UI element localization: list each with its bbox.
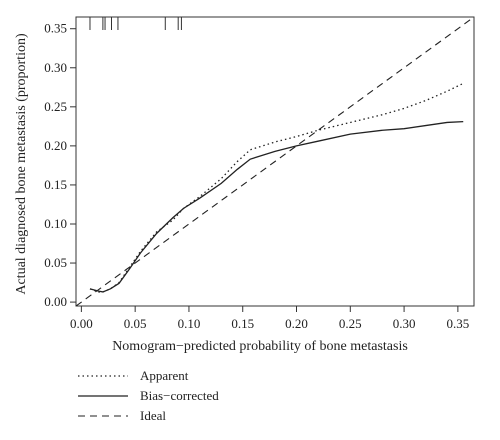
y-tick-label: 0.20 [44,138,67,153]
x-axis-title: Nomogram−predicted probability of bone m… [112,339,408,354]
y-tick-label: 0.00 [44,294,67,309]
y-tick-label: 0.10 [44,216,67,231]
legend-label: Ideal [140,408,166,423]
y-tick-label: 0.30 [44,60,67,75]
legend-label: Bias−corrected [140,388,219,403]
y-tick-label: 0.05 [44,255,67,270]
legend-label: Apparent [140,368,189,383]
x-tick-label: 0.25 [339,316,362,331]
y-axis-title: Actual diagnosed bone metastasis (propor… [14,33,29,295]
x-tick-label: 0.30 [393,316,416,331]
x-tick-label: 0.05 [124,316,147,331]
x-tick-label: 0.00 [70,316,93,331]
legend: Apparent Bias−corrected Ideal [78,368,219,423]
series-line-dashed [76,17,474,306]
series-line-solid [89,121,464,293]
y-tick-label: 0.25 [44,99,67,114]
plot-frame [75,16,475,307]
x-tick-label: 0.10 [178,316,201,331]
x-tick-label: 0.20 [285,316,308,331]
x-tick-label: 0.35 [446,316,469,331]
y-tick-label: 0.15 [44,177,67,192]
series-line-dotted [89,82,464,293]
y-tick-label: 0.35 [44,21,67,36]
x-tick-label: 0.15 [231,316,254,331]
